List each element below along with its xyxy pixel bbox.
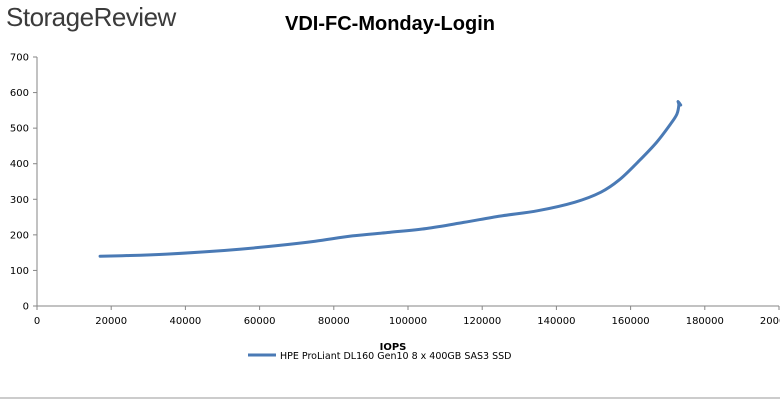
x-tick-label: 20000 <box>95 316 127 327</box>
x-tick-label: 100000 <box>389 316 427 327</box>
x-tick-label: 180000 <box>686 316 724 327</box>
series-line <box>98 99 683 258</box>
chart-title: VDI-FC-Monday-Login <box>285 13 495 35</box>
x-tick-label: 160000 <box>612 316 650 327</box>
x-tick-label: 120000 <box>463 316 501 327</box>
storagereview-logo: StorageReview <box>6 2 176 32</box>
x-axis-label: IOPS <box>380 342 407 353</box>
x-tick-label: 80000 <box>318 316 350 327</box>
legend: HPE ProLiant DL160 Gen10 8 x 400GB SAS3 … <box>248 351 512 362</box>
legend-label: HPE ProLiant DL160 Gen10 8 x 400GB SAS3 … <box>280 351 512 362</box>
y-tick-label: 0 <box>23 302 29 313</box>
x-tick-label: 60000 <box>244 316 276 327</box>
x-tick-label: 140000 <box>537 316 575 327</box>
y-tick-label: 100 <box>10 266 29 277</box>
y-tick-label: 300 <box>10 195 29 206</box>
series-group <box>98 99 683 258</box>
y-tick-group: 0 100 200 300 400 500 600 700 <box>10 53 37 313</box>
x-tick-label: 0 <box>34 316 40 327</box>
x-tick-label: 40000 <box>169 316 201 327</box>
x-tick-group: 0 20000 40000 60000 80000 100000 120000 140000 1… <box>34 306 780 327</box>
y-tick-label: 400 <box>10 159 29 170</box>
y-tick-label: 500 <box>10 124 29 135</box>
y-tick-label: 600 <box>10 88 29 99</box>
y-tick-label: 200 <box>10 230 29 241</box>
x-tick-label: 200000 <box>760 316 780 327</box>
y-tick-label: 700 <box>10 53 29 64</box>
